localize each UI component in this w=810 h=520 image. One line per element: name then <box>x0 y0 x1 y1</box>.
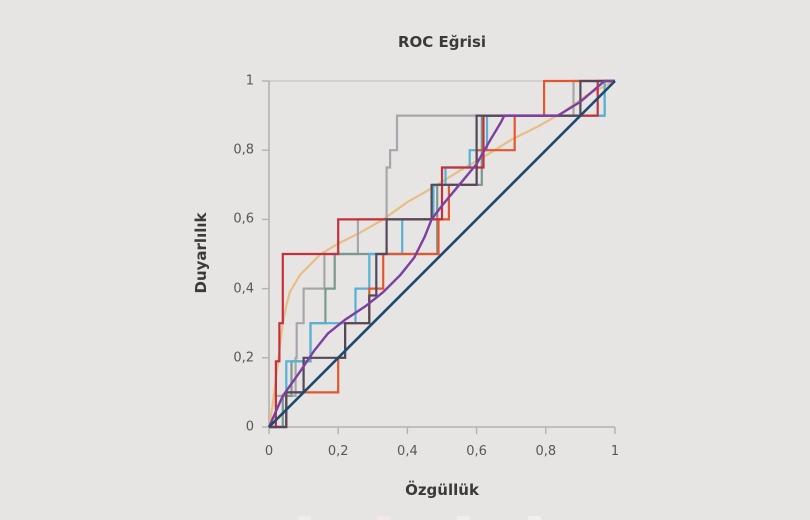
y-tick-label: 1 <box>245 73 254 89</box>
y-tick-label: 0 <box>245 419 254 435</box>
x-tick-label: 0,8 <box>535 444 557 459</box>
x-tick-label: 0 <box>264 444 274 459</box>
x-tick-label: 1 <box>610 444 620 459</box>
chart-title: ROC Eğrisi <box>397 33 487 51</box>
roc-curve-roc-purple <box>267 79 615 428</box>
roc-curve-roc-darkslate <box>269 79 615 429</box>
x-axis-title: Özgüllük <box>405 481 479 499</box>
roc-curve-roc-vermilion <box>269 79 615 429</box>
legend-swatch <box>457 516 470 520</box>
legend-swatch <box>298 516 311 520</box>
y-tick-label: 0,2 <box>233 350 254 366</box>
legend-swatch <box>528 516 541 520</box>
x-tick-label: 0,2 <box>327 444 349 459</box>
y-tick-label: 0,8 <box>233 142 254 158</box>
roc-curve-roc-tan <box>267 80 616 428</box>
y-tick-label: 0,4 <box>233 281 254 297</box>
x-tick-label: 0,4 <box>397 444 418 459</box>
roc-curve-reference-diagonal <box>268 80 616 428</box>
x-tick-label: 0,6 <box>466 444 487 459</box>
legend-swatch <box>377 516 390 520</box>
y-tick-label: 0,6 <box>233 211 254 227</box>
